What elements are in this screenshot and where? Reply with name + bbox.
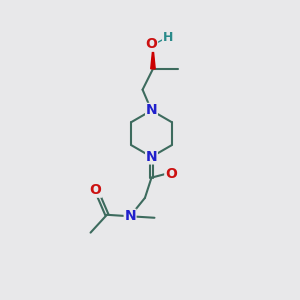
Text: N: N [146,150,157,164]
Text: H: H [163,31,173,44]
Text: O: O [165,167,177,181]
Text: N: N [146,103,157,118]
Text: N: N [124,209,136,223]
Polygon shape [151,46,155,69]
Text: O: O [146,37,158,51]
Text: O: O [90,183,101,197]
